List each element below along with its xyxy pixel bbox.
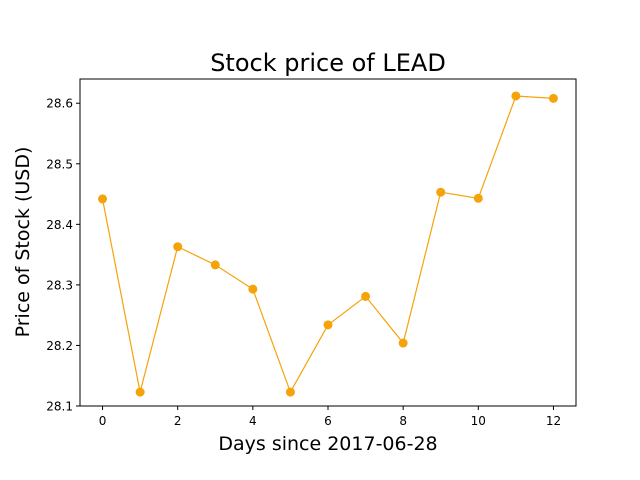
plot-area (98, 91, 558, 397)
data-point (398, 338, 408, 348)
x-tick-label: 8 (399, 414, 407, 428)
data-point (285, 387, 295, 397)
y-tick-label: 28.4 (46, 218, 73, 232)
y-tick-label: 28.5 (46, 157, 73, 171)
x-tick-label: 2 (174, 414, 182, 428)
y-tick-label: 28.1 (46, 400, 73, 414)
y-tick-label: 28.3 (46, 278, 73, 292)
y-axis: 28.1 28.2 28.3 28.4 28.5 28.6 (46, 97, 80, 414)
x-tick-label: 0 (99, 414, 107, 428)
chart-title: Stock price of LEAD (210, 49, 446, 77)
x-axis: 0 2 4 6 8 10 12 (99, 406, 561, 428)
y-tick-label: 28.2 (46, 339, 73, 353)
y-axis-label: Price of Stock (USD) (12, 147, 34, 338)
x-axis-label: Days since 2017-06-28 (218, 433, 437, 455)
x-tick-label: 12 (546, 414, 561, 428)
data-point (98, 194, 108, 204)
data-point (436, 187, 446, 197)
data-point (323, 320, 333, 330)
x-tick-label: 6 (324, 414, 332, 428)
data-point (135, 387, 145, 397)
data-point (361, 291, 371, 301)
data-point (210, 260, 220, 270)
x-tick-label: 10 (471, 414, 486, 428)
y-tick-label: 28.6 (46, 97, 73, 111)
data-point (248, 284, 258, 294)
data-point (548, 93, 558, 103)
data-point (473, 193, 483, 203)
data-point (511, 91, 521, 101)
x-tick-label: 4 (249, 414, 257, 428)
data-point (173, 242, 183, 252)
